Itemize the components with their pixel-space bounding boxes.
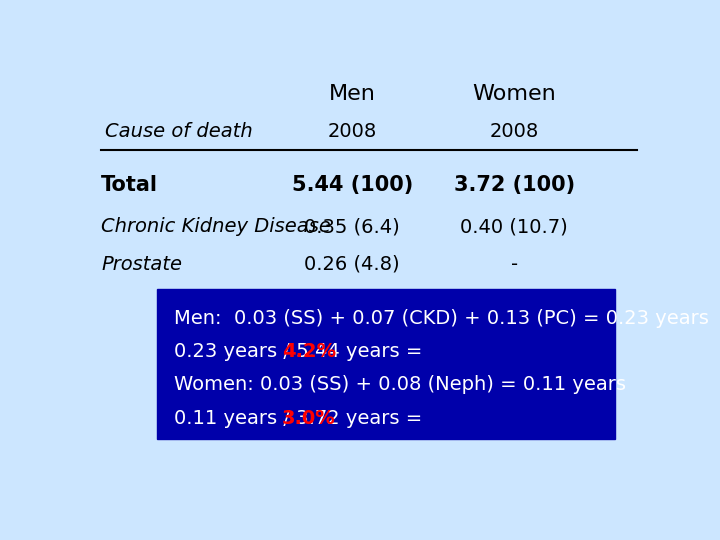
Text: Prostate: Prostate [101,255,182,274]
Text: 5.44 (100): 5.44 (100) [292,176,413,195]
Text: 2008: 2008 [328,122,377,141]
Text: 0.35 (6.4): 0.35 (6.4) [305,218,400,237]
Text: Women: Women [472,84,556,104]
Text: 4.2%: 4.2% [282,342,336,361]
Text: Chronic Kidney Disease: Chronic Kidney Disease [101,218,331,237]
Text: Cause of death: Cause of death [105,122,253,141]
Text: 3.72 (100): 3.72 (100) [454,176,575,195]
Text: Women: 0.03 (SS) + 0.08 (Neph) = 0.11 years: Women: 0.03 (SS) + 0.08 (Neph) = 0.11 ye… [174,375,626,394]
Text: Total: Total [101,176,158,195]
Text: 0.26 (4.8): 0.26 (4.8) [305,255,400,274]
Text: 0.23 years / 5.44 years =: 0.23 years / 5.44 years = [174,342,435,361]
Text: -: - [510,255,518,274]
Text: 3.0%: 3.0% [282,409,336,428]
Text: 0.40 (10.7): 0.40 (10.7) [460,218,568,237]
Text: Men:  0.03 (SS) + 0.07 (CKD) + 0.13 (PC) = 0.23 years: Men: 0.03 (SS) + 0.07 (CKD) + 0.13 (PC) … [174,309,708,328]
Text: 0.11 years / 3.72 years =: 0.11 years / 3.72 years = [174,409,434,428]
Text: 2008: 2008 [490,122,539,141]
FancyBboxPatch shape [157,289,615,439]
Text: Men: Men [329,84,376,104]
